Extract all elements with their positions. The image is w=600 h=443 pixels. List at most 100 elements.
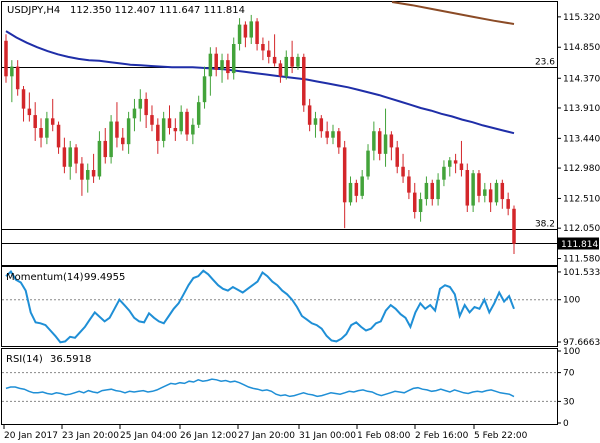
bearish-candle: [500, 182, 505, 200]
price-tick-label: 112.510: [563, 194, 600, 204]
fast-moving-average-line: [5, 30, 515, 135]
rsi-tick-label: 30: [563, 397, 575, 407]
time-tick-label: 23 Jan 20:00: [62, 431, 119, 441]
bearish-candle: [261, 44, 265, 51]
bearish-candle: [56, 124, 61, 148]
bearish-candle: [488, 189, 493, 203]
bullish-candle: [97, 140, 102, 177]
bullish-candle: [360, 176, 364, 196]
bullish-candle: [442, 166, 446, 180]
price-tick-label: 111.580: [563, 255, 600, 265]
bearish-candle: [354, 182, 359, 196]
price-tick-label: 113.910: [563, 104, 600, 114]
bearish-candle: [267, 50, 271, 57]
bearish-candle: [121, 137, 125, 145]
bearish-candle: [307, 105, 312, 125]
bearish-candle: [4, 40, 8, 77]
bearish-candle: [272, 56, 277, 64]
price-tick-label: 112.050: [563, 224, 600, 234]
fib-level-label: 23.6: [535, 58, 555, 68]
time-tick-label: 26 Jan 12:00: [180, 431, 237, 441]
bearish-candle: [412, 192, 417, 213]
momentum-tick-label: 100: [563, 296, 580, 306]
bearish-candle: [150, 115, 154, 125]
time-tick-label: 2 Feb 16:00: [415, 431, 469, 441]
bearish-candle: [453, 160, 458, 164]
bearish-candle: [214, 53, 218, 70]
bearish-candle: [33, 115, 37, 129]
bullish-candle: [220, 60, 224, 70]
bearish-candle: [27, 108, 32, 116]
rsi-plot-area: [2, 372, 557, 402]
bearish-candle: [395, 147, 399, 167]
rsi-y-axis: 100 70 30 0: [557, 347, 580, 429]
bearish-candle: [512, 208, 516, 244]
main-panel-frame: [1, 1, 558, 266]
bearish-candle: [74, 147, 78, 164]
bullish-candle: [85, 170, 90, 180]
bearish-candle: [377, 131, 382, 154]
rsi-value-label: 36.5918: [50, 354, 91, 365]
bearish-candle: [21, 89, 26, 109]
bullish-candle: [45, 118, 49, 138]
momentum-name-label: Momentum(14): [6, 272, 84, 283]
bullish-candle: [366, 150, 370, 177]
bearish-candle: [243, 24, 248, 38]
momentum-value-label: 99.4955: [84, 272, 125, 283]
price-tick-label: 114.370: [563, 74, 600, 84]
bullish-candle: [494, 182, 499, 203]
main-plot-area: 23.6 38.2: [2, 1, 557, 255]
rsi-name-label: RSI(14): [6, 354, 43, 365]
time-tick-label: 25 Jan 04:00: [120, 431, 177, 441]
bullish-candle: [372, 131, 376, 151]
bullish-candle: [424, 182, 429, 200]
bullish-candle: [313, 118, 318, 125]
fib-level-label: 38.2: [535, 220, 555, 230]
bullish-candle: [436, 179, 440, 200]
momentum-tick-label: 97.6663: [563, 338, 600, 348]
bullish-candle: [383, 134, 388, 154]
bullish-candle: [237, 24, 242, 45]
price-tick-label: 113.440: [563, 134, 600, 144]
bearish-candle: [337, 131, 341, 148]
time-tick-label: 31 Jan 00:00: [299, 431, 356, 441]
bearish-candle: [477, 173, 481, 196]
bearish-candle: [103, 140, 108, 158]
bullish-candle: [132, 108, 137, 119]
bearish-candle: [430, 182, 435, 200]
bearish-candle: [80, 163, 84, 180]
bullish-candle: [68, 147, 72, 167]
rsi-tick-label: 70: [563, 369, 575, 379]
chart-symbol-label: USDJPY,H4: [7, 5, 60, 16]
time-tick-label: 20 Jan 2017: [4, 431, 58, 441]
bearish-candle: [389, 134, 394, 148]
bullish-candle: [331, 131, 335, 138]
bearish-candle: [506, 199, 510, 209]
bearish-candle: [342, 147, 347, 203]
slow-moving-average-line: [391, 1, 515, 25]
bullish-candle: [471, 173, 475, 206]
momentum-plot-area: [2, 269, 557, 344]
bearish-candle: [465, 170, 470, 206]
bearish-candle: [91, 170, 96, 177]
rsi-panel-frame: [1, 348, 558, 425]
bullish-candle: [208, 53, 213, 77]
bearish-candle: [325, 131, 329, 138]
bullish-candle: [196, 102, 201, 125]
time-x-axis: 20 Jan 2017 23 Jan 20:00 25 Jan 04:00 26 Ja…: [3, 425, 528, 441]
bearish-candle: [255, 21, 259, 45]
bullish-candle: [296, 56, 300, 67]
bearish-candle: [144, 98, 148, 116]
bearish-candle: [115, 121, 119, 138]
bearish-candle: [302, 56, 306, 106]
current-price-tag: [557, 237, 599, 250]
momentum-y-axis: 101.5332 100 97.6663: [557, 268, 600, 348]
price-tick-label: 115.320: [563, 13, 600, 23]
current-price-label: 111.814: [561, 240, 598, 250]
momentum-series-line: [5, 269, 515, 344]
bullish-candle: [109, 121, 113, 158]
momentum-tick-label: 101.5332: [563, 268, 600, 278]
bearish-candle: [62, 147, 67, 167]
bearish-candle: [173, 128, 178, 132]
